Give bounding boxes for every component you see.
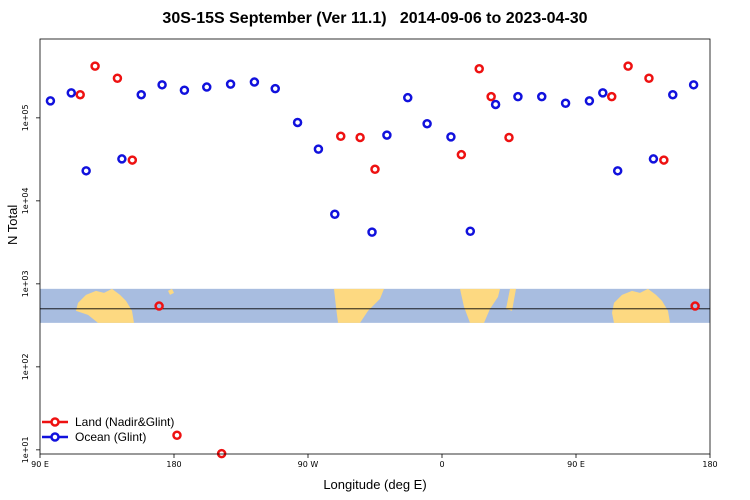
- land-point: [504, 132, 514, 143]
- land-mass-2: [334, 288, 384, 323]
- ocean-point: [513, 91, 523, 102]
- ocean-point: [157, 80, 167, 90]
- ocean-point: [81, 166, 91, 176]
- ocean-point: [688, 80, 699, 90]
- ocean-point: [560, 98, 571, 108]
- ocean-point: [537, 91, 547, 102]
- legend-marker: [50, 417, 60, 427]
- land-point: [623, 61, 633, 71]
- y-tick-label: 1e+05: [21, 104, 30, 131]
- ocean-point: [330, 209, 340, 219]
- x-tick-label: 90 E: [31, 460, 49, 469]
- land-point: [112, 73, 123, 83]
- land-point: [370, 164, 380, 175]
- legend-label: Ocean (Glint): [75, 430, 146, 444]
- ocean-point: [465, 226, 476, 237]
- ocean-point: [66, 88, 77, 98]
- land-mass-0: [76, 288, 134, 323]
- y-axis-ticks: 1e+01 1e+02 1e+03 1e+04 1e+05: [21, 104, 40, 463]
- ocean-point: [367, 227, 377, 237]
- x-tick-label: 90 E: [567, 460, 585, 469]
- land-point: [336, 131, 346, 142]
- ocean-point: [313, 144, 324, 154]
- land-point: [474, 64, 484, 74]
- ocean-point: [668, 89, 678, 100]
- land-point: [659, 155, 669, 165]
- land-point: [127, 155, 138, 165]
- ocean-point: [403, 92, 413, 103]
- ocean-point: [598, 88, 608, 98]
- land-point: [90, 61, 100, 71]
- ocean-point: [422, 118, 432, 129]
- ocean-point: [249, 77, 260, 87]
- land-mass-5: [612, 288, 670, 323]
- ocean-point: [136, 89, 146, 100]
- x-tick-label: 180: [166, 460, 181, 469]
- legend-label: Land (Nadir&Glint): [75, 415, 174, 429]
- ocean-point: [225, 79, 236, 89]
- land-mass-4: [506, 288, 516, 311]
- legend-marker: [50, 432, 60, 442]
- x-axis-label: Longitude (deg E): [323, 477, 427, 492]
- plot-area: [40, 39, 710, 454]
- x-axis-ticks: 90 E 180 90 W 0 90 E 180: [31, 454, 718, 469]
- ocean-point: [270, 83, 280, 94]
- y-tick-label: 1e+01: [21, 436, 30, 463]
- land-point: [486, 91, 496, 102]
- map-land: [76, 288, 670, 323]
- ocean-point: [117, 154, 127, 164]
- x-tick-label: 0: [439, 460, 444, 469]
- ocean-point: [612, 166, 623, 176]
- y-tick-label: 1e+03: [21, 270, 30, 297]
- chart-title: 30S-15S September (Ver 11.1) 2014-09-06 …: [162, 10, 588, 27]
- plot-frame: [39, 38, 711, 455]
- land-mass-1: [168, 288, 174, 295]
- data-points: [45, 61, 700, 459]
- legend: Land (Nadir&Glint)Ocean (Glint): [42, 415, 174, 444]
- x-tick-label: 180: [702, 460, 717, 469]
- ocean-point: [490, 99, 501, 110]
- ocean-point: [202, 82, 212, 92]
- ocean-point: [446, 132, 456, 142]
- ocean-point: [292, 117, 303, 128]
- world-map-band: [40, 288, 710, 323]
- land-point: [456, 149, 467, 160]
- ocean-point: [648, 154, 659, 164]
- land-point: [690, 301, 700, 311]
- land-point: [154, 301, 164, 311]
- land-point: [355, 132, 365, 143]
- land-point: [644, 73, 654, 83]
- ocean-point: [179, 85, 190, 96]
- ocean-point: [382, 130, 392, 140]
- y-tick-label: 1e+04: [21, 187, 30, 214]
- land-mass-3: [460, 288, 500, 323]
- ocean-point: [584, 96, 595, 106]
- land-point: [606, 91, 617, 102]
- x-tick-label: 90 W: [298, 460, 319, 469]
- land-point: [75, 89, 85, 100]
- y-tick-label: 1e+02: [21, 353, 30, 380]
- ocean-point: [45, 96, 56, 106]
- land-point: [172, 430, 182, 440]
